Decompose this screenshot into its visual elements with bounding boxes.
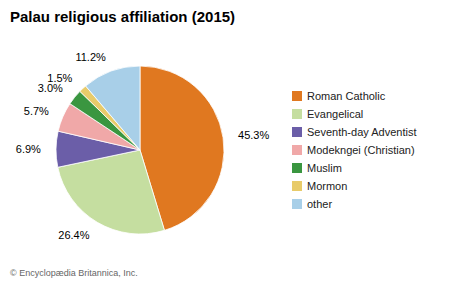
title: Palau religious affiliation (2015) xyxy=(10,8,235,25)
footnote: © Encyclopædia Britannica, Inc. xyxy=(10,268,138,278)
data-label: 45.3% xyxy=(238,129,269,141)
legend-entry: Seventh-day Adventist xyxy=(307,126,416,138)
legend-entry: Roman Catholic xyxy=(307,90,386,102)
legend-swatch xyxy=(292,199,302,209)
slices xyxy=(56,66,224,234)
legend-entry: Modekngei (Christian) xyxy=(307,144,415,156)
chart-container: Palau religious affiliation (2015) 45.3% 2… xyxy=(0,0,474,284)
legend-swatch xyxy=(292,127,302,137)
legend-entry: other xyxy=(307,198,332,210)
legend-swatch xyxy=(292,145,302,155)
data-label: 5.7% xyxy=(24,105,49,117)
legend-entry: Mormon xyxy=(307,180,347,192)
slice xyxy=(86,66,140,150)
data-label: 3.0% xyxy=(38,82,63,94)
legend-entry: Muslim xyxy=(307,162,342,174)
legend-swatch xyxy=(292,181,302,191)
chart: Palau religious affiliation (2015) 45.3% 2… xyxy=(0,0,474,284)
legend-swatch xyxy=(292,109,302,119)
legend: Roman Catholic Evangelical Seventh-day Adv… xyxy=(292,90,416,210)
data-label: 6.9% xyxy=(16,143,41,155)
data-labels: 45.3% 26.4% 6.9% 5.7% 3.0%1.5%11.2% xyxy=(16,51,270,241)
legend-entry: Evangelical xyxy=(307,108,363,120)
data-label: 26.4% xyxy=(58,229,89,241)
data-label: 11.2% xyxy=(75,51,106,63)
legend-swatch xyxy=(292,91,302,101)
background xyxy=(0,0,474,284)
data-label: 1.5% xyxy=(47,72,72,84)
legend-swatch xyxy=(292,163,302,173)
